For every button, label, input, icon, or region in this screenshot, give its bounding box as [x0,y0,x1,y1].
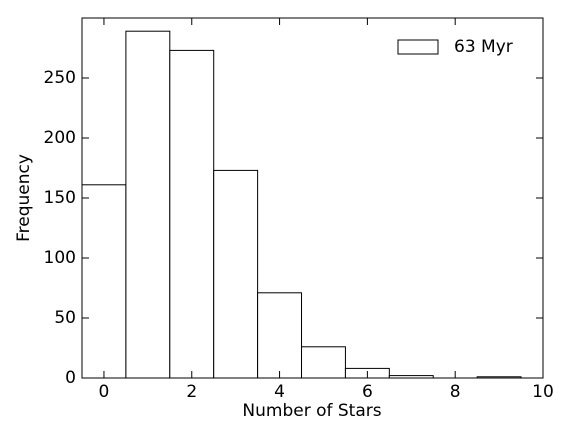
x-tick-label: 8 [450,382,461,402]
x-tick-label: 0 [99,382,110,402]
y-tick-label: 150 [44,188,76,208]
y-tick-label: 0 [65,368,76,388]
x-tick-label: 4 [274,382,285,402]
legend-swatch [397,39,439,55]
x-tick-label: 2 [186,382,197,402]
y-tick-label: 200 [44,128,76,148]
y-tick-label: 250 [44,68,76,88]
bar [213,169,259,379]
y-axis-label: Frequency [14,154,34,242]
bar [125,30,171,379]
bar [301,346,346,379]
x-axis-label: Number of Stars [242,401,381,421]
bar [169,49,215,379]
y-tick-label: 100 [44,248,76,268]
x-tick-label: 10 [532,382,554,402]
y-tick-label: 50 [54,308,76,328]
x-tick-label: 6 [362,382,373,402]
legend-label: 63 Myr [454,37,513,57]
bar [257,292,303,379]
bar [81,184,127,379]
